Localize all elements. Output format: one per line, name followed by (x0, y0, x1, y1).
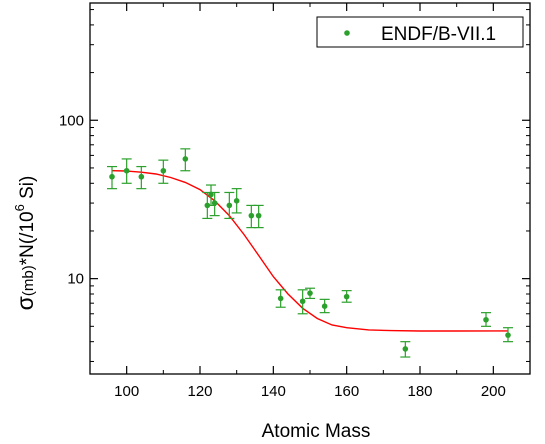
x-tick-label: 180 (407, 383, 432, 400)
legend-label: ENDF/B-VII.1 (381, 24, 496, 45)
y-axis-title-superscript: 6 (12, 204, 27, 211)
data-point (341, 290, 352, 303)
data-point (246, 204, 257, 229)
data-marker (505, 332, 511, 338)
data-point (158, 159, 169, 184)
data-marker (109, 173, 115, 180)
data-marker (343, 293, 350, 300)
data-point (121, 158, 132, 184)
y-axis-title-sigma: σ (12, 296, 38, 310)
plot-frame (89, 2, 531, 375)
x-tick-label: 140 (261, 383, 286, 400)
data-point (319, 298, 330, 314)
data-marker (255, 212, 262, 219)
data-marker (123, 167, 130, 174)
y-axis-title: σ(mb)*N(/106 Si) (12, 176, 38, 311)
y-tick-label: 10 (67, 271, 84, 288)
y-tick-label: 100 (59, 112, 84, 129)
fit-curve (111, 170, 508, 332)
data-point (275, 289, 286, 308)
y-axis-title-middle: *N(/10 (17, 211, 38, 265)
data-marker (307, 290, 313, 296)
data-marker (402, 346, 409, 352)
data-marker (299, 298, 306, 305)
data-point (297, 289, 308, 315)
x-tick-label: 200 (481, 383, 506, 400)
data-marker (226, 202, 233, 209)
data-marker (138, 173, 145, 180)
x-axis-title: Atomic Mass (262, 421, 371, 442)
data-point (253, 204, 264, 229)
data-marker (483, 316, 489, 323)
data-point (136, 165, 147, 190)
data-marker (160, 167, 167, 174)
data-point (231, 188, 242, 214)
data-point (107, 165, 117, 190)
data-marker (233, 198, 240, 204)
data-point (481, 312, 491, 327)
data-point (503, 327, 513, 343)
data-point (400, 341, 411, 358)
data-marker (277, 295, 284, 302)
data-marker (211, 200, 218, 206)
legend-box (316, 16, 524, 48)
data-point (305, 287, 315, 300)
x-tick-label: 160 (334, 383, 359, 400)
legend-marker (344, 30, 350, 36)
y-axis-title-end: Si) (17, 176, 38, 205)
data-marker (182, 156, 189, 162)
y-axis-title-subscript: (mb) (20, 265, 37, 296)
x-tick-label: 100 (114, 383, 139, 400)
data-point (224, 191, 235, 220)
x-tick-label: 120 (187, 383, 212, 400)
data-marker (321, 303, 328, 309)
data-marker (248, 212, 255, 219)
data-point (180, 148, 191, 172)
data-point (209, 191, 220, 217)
